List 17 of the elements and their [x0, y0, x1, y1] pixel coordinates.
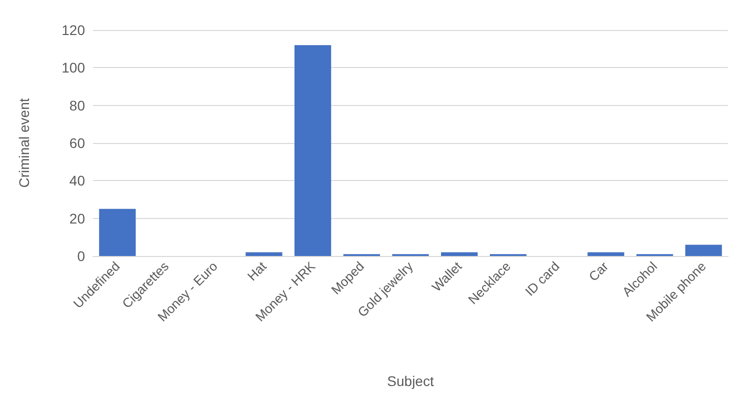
bar — [294, 45, 332, 256]
bar — [685, 244, 722, 256]
y-axis-title: Criminal event — [16, 98, 32, 188]
x-tick-label: Car — [586, 258, 612, 284]
bar — [99, 208, 136, 256]
bar — [588, 252, 624, 256]
y-tick-label: 120 — [62, 22, 86, 38]
y-tick-label: 0 — [77, 248, 86, 264]
y-tick-label: 100 — [62, 60, 86, 76]
x-axis-title: Subject — [387, 373, 434, 389]
y-tick-label: 40 — [69, 172, 86, 189]
y-tick-label: 80 — [69, 97, 86, 114]
y-tick-label: 60 — [69, 135, 86, 151]
x-tick-label: Hat — [244, 258, 270, 284]
y-tick-label: 20 — [69, 210, 86, 226]
bar — [246, 252, 282, 256]
bar — [441, 252, 478, 256]
